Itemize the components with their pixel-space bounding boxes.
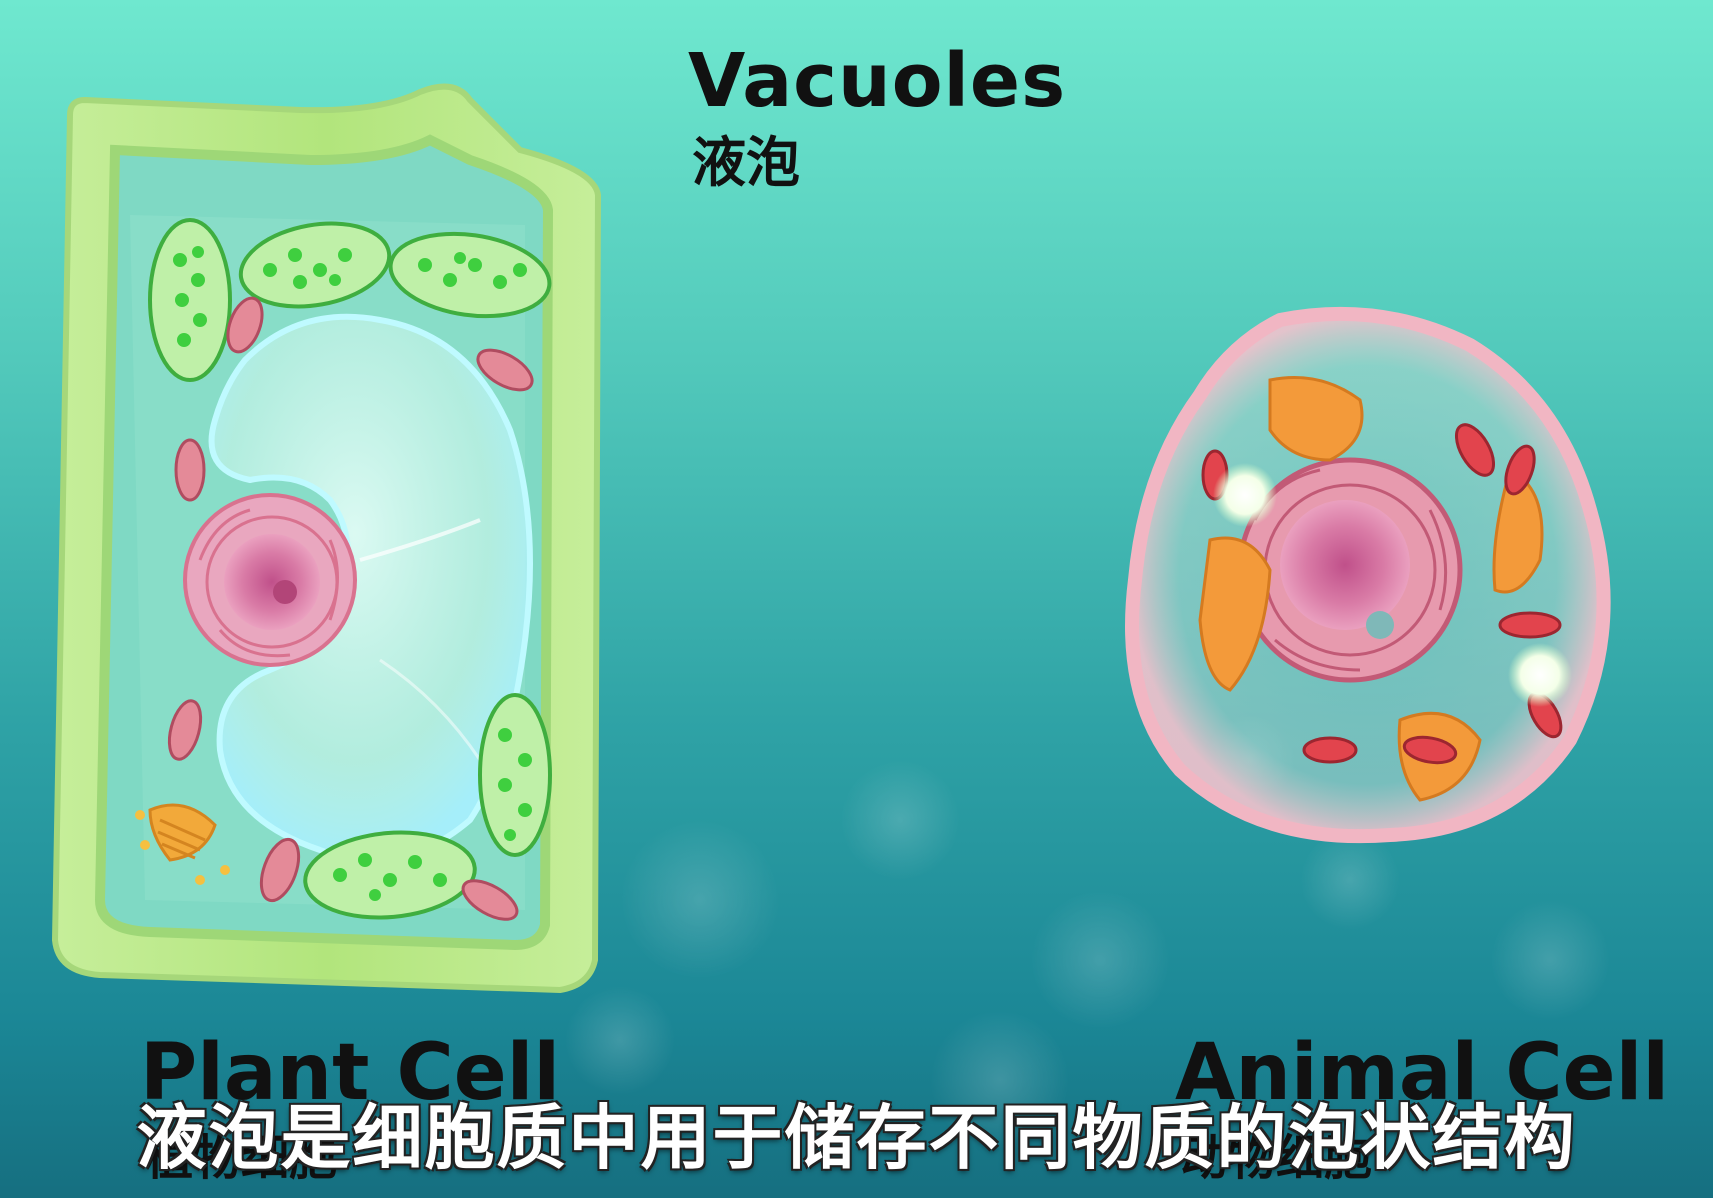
animal-cell-label-chinese: 动物细胞	[1180, 1130, 1373, 1186]
central-vacuole	[208, 313, 533, 863]
animal-mitochondria	[1201, 423, 1563, 765]
lysosome-glow	[1508, 643, 1572, 707]
animal-cell	[1125, 306, 1611, 844]
plant-cell-label-chinese: 植物细胞	[145, 1130, 338, 1186]
title-english: Vacuoles	[688, 38, 1067, 124]
plant-cell	[51, 83, 602, 994]
animal-nucleus	[1237, 457, 1463, 683]
plant-cell-label-english: Plant Cell	[140, 1028, 561, 1118]
title-chinese: 液泡	[692, 131, 800, 194]
lysosome-glow	[1213, 463, 1277, 527]
plant-nucleus	[183, 493, 357, 667]
animal-cell-label-english: Animal Cell	[1175, 1028, 1670, 1118]
mitochondria	[167, 296, 534, 921]
video-subtitle: 液泡是细胞质中用于储存不同物质的泡状结构	[136, 1097, 1577, 1179]
chloroplasts	[148, 218, 552, 920]
animal-golgi	[1198, 376, 1544, 802]
plant-golgi	[135, 803, 230, 885]
